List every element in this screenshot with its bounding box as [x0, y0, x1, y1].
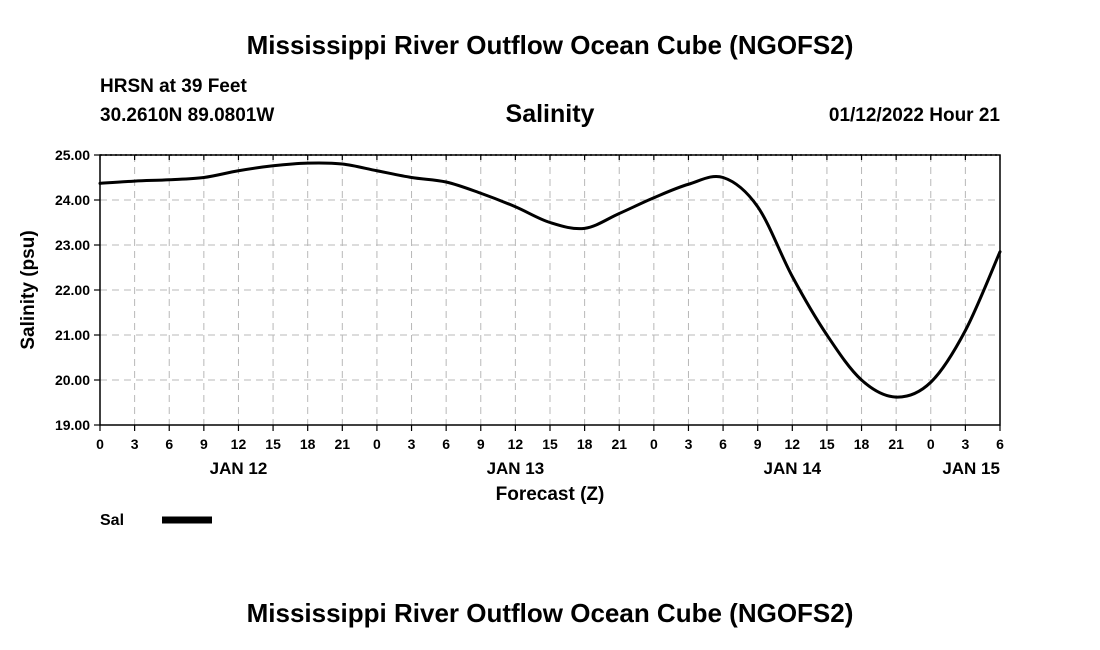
data-point — [999, 251, 1001, 253]
x-tick-label: 21 — [335, 436, 351, 452]
data-point — [445, 181, 447, 183]
main-title: Mississippi River Outflow Ocean Cube (NG… — [246, 30, 854, 60]
data-point — [618, 212, 620, 214]
x-tick-label: 3 — [408, 436, 416, 452]
data-point — [237, 170, 239, 172]
y-tick-label: 23.00 — [55, 237, 90, 253]
x-tick-label: 21 — [888, 436, 904, 452]
legend-label: Sal — [100, 512, 124, 529]
series-line-salinity — [98, 161, 1002, 399]
x-tick-label: 15 — [265, 436, 281, 452]
x-tick-label: 0 — [927, 436, 935, 452]
x-tick-label: 18 — [854, 436, 870, 452]
data-point — [964, 329, 966, 331]
axis-ticks — [94, 154, 1001, 431]
data-point — [895, 396, 897, 398]
x-tick-label: 12 — [231, 436, 247, 452]
station-label: HRSN at 39 Feet — [100, 76, 247, 97]
x-tick-label: 21 — [611, 436, 627, 452]
y-tick-label: 19.00 — [55, 417, 90, 433]
day-label: JAN 14 — [763, 459, 821, 478]
y-tick-labels: 19.00 20.00 21.00 22.00 23.00 24.00 25.00 — [55, 147, 90, 433]
day-labels: JAN 12 JAN 13 JAN 14 JAN 15 — [210, 459, 1000, 478]
data-point — [99, 182, 101, 184]
chart-subtitle: Salinity — [505, 100, 595, 128]
x-tick-label: 9 — [754, 436, 762, 452]
x-tick-label: 9 — [200, 436, 208, 452]
data-point — [168, 179, 170, 181]
x-tick-label: 6 — [719, 436, 727, 452]
forecast-datetime: 01/12/2022 Hour 21 — [828, 105, 1000, 126]
x-tick-label: 3 — [685, 436, 693, 452]
station-coordinates: 30.2610N 89.0801W — [100, 105, 275, 126]
data-point — [756, 206, 758, 208]
day-label: JAN 15 — [942, 459, 1000, 478]
bottom-title: Mississippi River Outflow Ocean Cube (NG… — [246, 598, 854, 628]
day-label: JAN 13 — [487, 459, 545, 478]
x-tick-label: 0 — [96, 436, 104, 452]
data-point — [410, 176, 412, 178]
x-tick-label: 9 — [477, 436, 485, 452]
data-point — [480, 192, 482, 194]
x-tick-label: 6 — [996, 436, 1004, 452]
data-point — [272, 165, 274, 167]
data-point — [341, 163, 343, 165]
data-point — [860, 379, 862, 381]
x-tick-label: 15 — [542, 436, 558, 452]
data-point — [306, 162, 308, 164]
plot-frame — [99, 154, 1001, 426]
data-point — [653, 197, 655, 199]
x-tick-labels: 0 3 6 9 12 15 18 21 0 3 6 9 12 15 18 21 0 3 6 9 12 15 18 21 0 3 6 — [96, 436, 1004, 452]
x-tick-label: 12 — [508, 436, 524, 452]
data-point — [514, 206, 516, 208]
series-layer — [98, 161, 1002, 399]
data-point — [133, 180, 135, 182]
x-tick-label: 18 — [300, 436, 316, 452]
y-tick-label: 24.00 — [55, 192, 90, 208]
x-tick-label: 15 — [819, 436, 835, 452]
x-tick-label: 18 — [577, 436, 593, 452]
y-tick-label: 22.00 — [55, 282, 90, 298]
y-axis-title: Salinity (psu) — [18, 230, 39, 349]
data-point — [376, 170, 378, 172]
x-tick-label: 12 — [785, 436, 801, 452]
x-tick-label: 3 — [131, 436, 139, 452]
data-point — [583, 227, 585, 229]
legend: Sal — [100, 512, 212, 529]
data-point — [549, 221, 551, 223]
day-label: JAN 12 — [210, 459, 268, 478]
y-tick-label: 25.00 — [55, 147, 90, 163]
x-tick-label: 0 — [373, 436, 381, 452]
data-point — [687, 183, 689, 185]
data-point — [722, 176, 724, 178]
x-axis-title: Forecast (Z) — [496, 484, 605, 505]
x-tick-label: 3 — [961, 436, 969, 452]
data-point — [826, 334, 828, 336]
y-tick-label: 21.00 — [55, 327, 90, 343]
data-point — [930, 381, 932, 383]
x-tick-label: 0 — [650, 436, 658, 452]
x-tick-label: 6 — [165, 436, 173, 452]
data-point — [791, 275, 793, 277]
y-tick-label: 20.00 — [55, 372, 90, 388]
data-point — [203, 176, 205, 178]
x-tick-label: 6 — [442, 436, 450, 452]
